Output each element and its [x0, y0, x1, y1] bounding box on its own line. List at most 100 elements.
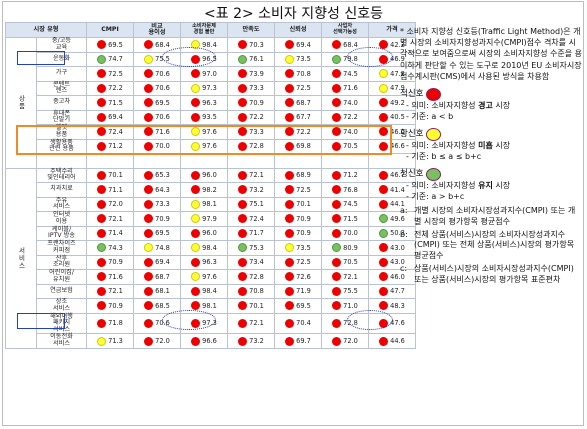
red-light-icon — [144, 272, 154, 282]
score-cell: 71.9 — [274, 283, 322, 299]
red-light-icon — [332, 185, 342, 195]
legend-meaning: - 의미: 소비자지향성 유지 시장 — [400, 181, 582, 192]
score-wrap: 97.9 — [181, 212, 227, 225]
red-light-icon — [97, 40, 107, 50]
score-cell: 71.8 — [86, 312, 134, 335]
green-light-icon — [97, 54, 107, 64]
legend-name: 적신호 — [400, 88, 424, 99]
score-cell: 72.2 — [86, 80, 134, 96]
score-value: 67.7 — [296, 113, 311, 122]
score-cell: 47.7 — [368, 283, 416, 299]
score-value: 71.5 — [108, 98, 123, 107]
red-light-icon — [238, 214, 248, 224]
score-wrap: 50.3 — [369, 227, 415, 240]
score-value: 72.4 — [249, 214, 264, 223]
score-value: 70.5 — [343, 142, 358, 151]
score-cell: 73.5 — [274, 240, 322, 256]
score-value: 72.1 — [249, 171, 264, 180]
score-value: 71.2 — [343, 171, 358, 180]
yellow-light-icon — [285, 243, 295, 253]
score-cell: 70.6 — [133, 66, 181, 82]
score-value: 41.4 — [390, 185, 405, 194]
score-cell: 69.5 — [133, 95, 181, 111]
score-wrap: 71.6 — [134, 125, 180, 138]
score-cell: 71.6 — [133, 124, 181, 140]
red-light-icon — [97, 170, 107, 180]
table-row: 서비스 주택수리 및인테리어 70.1 65.3 96.0 72.1 68.9 71.2 46.7 — [5, 167, 416, 349]
score-value: 98.1 — [202, 301, 217, 310]
column-header: 만족도 — [227, 22, 275, 38]
legend-title: 적신호 — [400, 88, 582, 102]
score-value: 68.5 — [155, 301, 170, 310]
score-value: 47.7 — [390, 287, 405, 296]
score-cell: 74.7 — [86, 51, 134, 67]
red-light-icon — [285, 286, 295, 296]
score-value: 44.1 — [390, 200, 405, 209]
table-row: 프랜차이즈 커피점 74.3 74.8 98.4 75.3 73.5 80.9 43.0 — [6, 240, 416, 256]
red-light-icon — [144, 170, 154, 180]
score-cell: 70.6 — [133, 80, 181, 96]
footnote-key: c: — [400, 264, 408, 273]
score-value: 65.3 — [155, 171, 170, 180]
red-light-icon — [332, 170, 342, 180]
table-row: 케이블/IPTV 방송 71.4 69.5 96.0 71.7 70.9 70.0 50.3 — [6, 225, 416, 241]
score-value: 71.4 — [108, 229, 123, 238]
red-light-icon — [191, 257, 201, 267]
score-cell: 69.5 — [86, 37, 134, 53]
score-cell: 72.5 — [274, 80, 322, 96]
score-wrap: 48.3 — [369, 299, 415, 312]
green-light-icon — [379, 214, 389, 224]
score-wrap: 49.6 — [369, 212, 415, 225]
score-wrap: 97.3 — [181, 82, 227, 95]
score-wrap: 46.7 — [369, 169, 415, 182]
score-value: 71.2 — [108, 142, 123, 151]
score-wrap: 97.6 — [181, 270, 227, 283]
score-cell: 97.3 — [180, 80, 228, 96]
red-light-icon — [144, 318, 154, 328]
score-cell: 46.0 — [368, 124, 416, 140]
score-value: 70.1 — [108, 171, 123, 180]
green-light-icon — [238, 54, 248, 64]
score-value: 96.3 — [202, 258, 217, 267]
score-cell: 70.9 — [227, 95, 275, 111]
score-value: 73.3 — [249, 127, 264, 136]
footnote-key: b: — [400, 229, 408, 239]
score-cell: 98.4 — [180, 240, 228, 256]
score-cell: 71.2 — [321, 167, 369, 183]
traffic-light-table: 시장 유형 CMPI 비교 용이성 소비자문제 경험 불만 만족도 신뢰성 사업자 선택가능성 가격… — [5, 22, 416, 349]
yellow-light-icon — [144, 243, 154, 253]
red-light-icon — [238, 112, 248, 122]
score-wrap: 74.0 — [322, 125, 368, 138]
score-value: 96.0 — [202, 229, 217, 238]
footnote-text: 개별 시장의 소비자시장성과지수(CMPI) 또는 개별 시장의 평가항목 평균… — [414, 206, 576, 226]
footnote: a: 개별 시장의 소비자시장성과지수(CMPI) 또는 개별 시장의 평가항목 … — [400, 206, 582, 228]
score-value: 46.0 — [390, 127, 405, 136]
score-value: 97.9 — [202, 214, 217, 223]
score-value: 71.1 — [108, 185, 123, 194]
score-value: 49.2 — [390, 98, 405, 107]
green-light-icon — [97, 243, 107, 253]
red-light-icon — [332, 257, 342, 267]
score-wrap: 73.2 — [228, 183, 274, 196]
score-wrap: 69.5 — [134, 227, 180, 240]
score-value: 46.0 — [390, 272, 405, 281]
legend-meaning: - 의미: 소비자지향성 경고 시장 — [400, 101, 582, 112]
score-value: 73.2 — [249, 185, 264, 194]
score-wrap: 72.1 — [228, 317, 274, 330]
score-wrap: 76.8 — [322, 183, 368, 196]
ellipse-complaint-col-bottom — [162, 310, 216, 330]
score-cell: 72.5 — [274, 254, 322, 270]
score-cell: 72.2 — [321, 109, 369, 125]
row-highlight-franchise-coffee — [17, 313, 65, 329]
score-cell: 70.9 — [274, 211, 322, 227]
score-cell — [133, 153, 181, 169]
red-light-icon — [144, 69, 154, 79]
score-value: 72.5 — [296, 185, 311, 194]
red-light-icon — [285, 170, 295, 180]
footnote: b: 전체 상품(서비스)시장의 소비자시장성과지수(CMPI) 또는 전체 상품… — [400, 230, 582, 262]
score-cell: 73.4 — [227, 254, 275, 270]
score-wrap: 70.9 — [228, 96, 274, 109]
score-wrap: 72.1 — [87, 285, 133, 298]
score-value: 70.8 — [249, 287, 264, 296]
score-cell: 70.4 — [274, 312, 322, 335]
